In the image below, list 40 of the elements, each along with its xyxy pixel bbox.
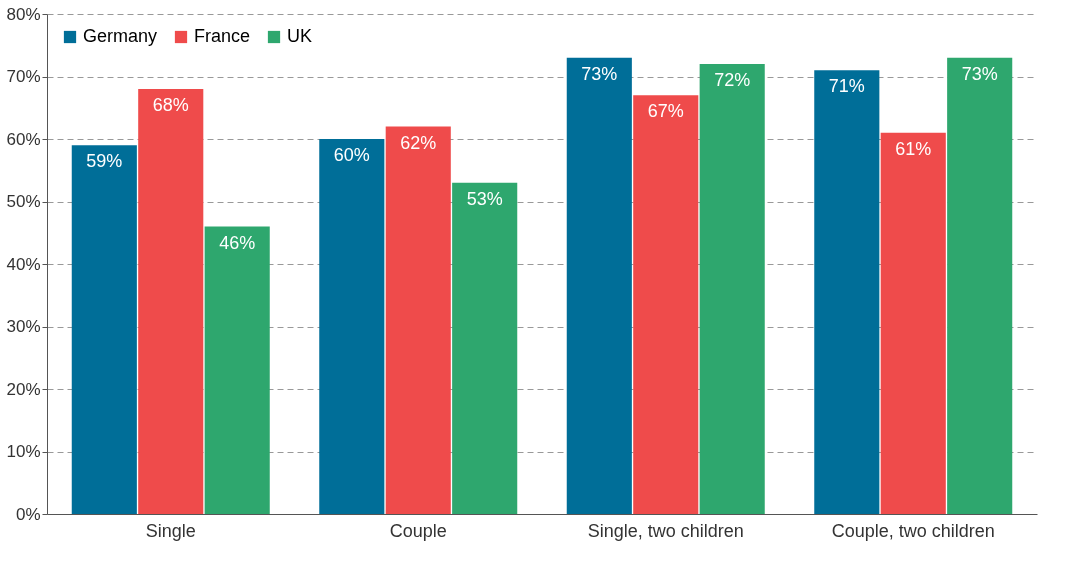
y-tick-label: 50% xyxy=(6,192,41,211)
bar xyxy=(452,182,518,514)
data-label: 73% xyxy=(581,63,618,84)
y-tick-label: 20% xyxy=(6,379,41,399)
legend-label: UK xyxy=(287,26,313,46)
data-label: 62% xyxy=(400,132,437,153)
data-label: 60% xyxy=(333,145,370,165)
x-tick-label: Single, two children xyxy=(587,520,744,541)
y-tick-label: 30% xyxy=(6,317,41,336)
bar xyxy=(814,70,880,514)
y-tick-label: 40% xyxy=(6,254,41,274)
data-label: 73% xyxy=(961,63,998,84)
legend-label: France xyxy=(194,26,251,46)
x-tick-label: Couple, two children xyxy=(831,520,995,541)
data-label: 72% xyxy=(714,70,751,90)
y-tick-label: 70% xyxy=(6,67,41,86)
bar xyxy=(385,126,451,514)
data-label: 67% xyxy=(647,101,684,122)
data-label: 68% xyxy=(152,95,189,115)
data-label: 71% xyxy=(828,76,865,97)
data-label: 61% xyxy=(895,138,932,159)
x-tick-label: Single xyxy=(145,520,196,541)
y-tick-label: 80% xyxy=(6,4,41,24)
bar xyxy=(633,95,699,514)
bar xyxy=(699,64,765,514)
bar xyxy=(880,132,946,514)
data-label: 46% xyxy=(219,232,256,253)
data-label: 59% xyxy=(86,151,123,172)
bar xyxy=(947,57,1013,514)
bar xyxy=(566,57,632,514)
bar xyxy=(138,89,204,514)
y-tick-label: 60% xyxy=(6,129,41,149)
data-label: 53% xyxy=(466,188,503,209)
legend-label: Germany xyxy=(83,26,158,46)
bar xyxy=(204,226,270,514)
y-tick-label: 10% xyxy=(6,442,41,461)
y-tick-label: 0% xyxy=(15,504,41,524)
bar xyxy=(319,139,385,514)
bar xyxy=(71,145,137,514)
x-tick-label: Couple xyxy=(389,520,447,541)
